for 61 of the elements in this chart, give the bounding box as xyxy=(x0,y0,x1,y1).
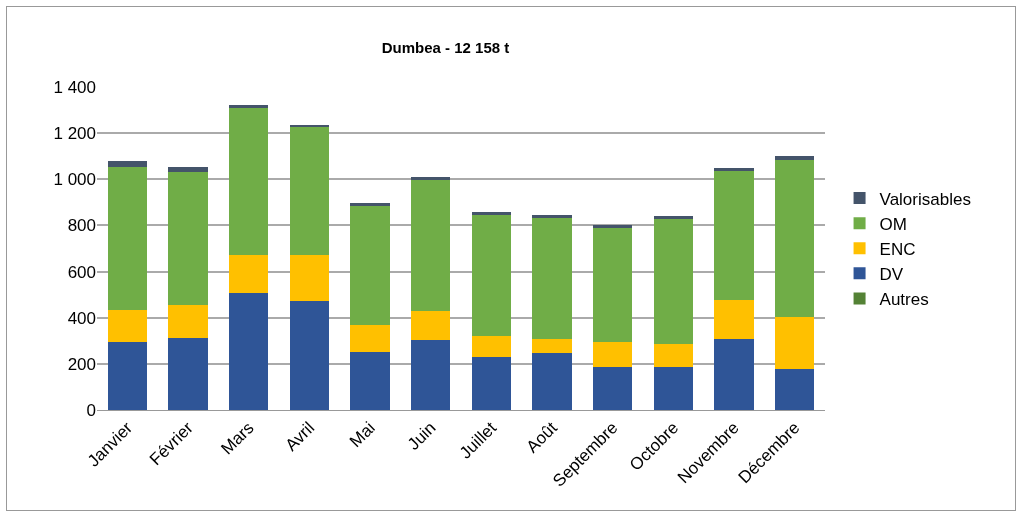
bar xyxy=(228,293,269,410)
bar xyxy=(714,299,754,340)
y-tick-label: 400 xyxy=(67,308,96,328)
legend-label: Autres xyxy=(879,290,929,310)
bar xyxy=(653,367,694,410)
legend-label: ENC xyxy=(879,239,916,259)
bar xyxy=(532,339,572,354)
bar xyxy=(532,353,572,410)
y-tick-label: 1 200 xyxy=(53,124,96,144)
y-tick-label: 1 400 xyxy=(53,77,96,97)
bar xyxy=(471,215,512,337)
bar xyxy=(774,156,815,160)
bar xyxy=(410,339,451,410)
bar xyxy=(107,341,148,410)
bar xyxy=(107,309,148,342)
bar xyxy=(228,105,269,109)
bar xyxy=(107,166,148,310)
bar xyxy=(289,126,330,256)
bar xyxy=(653,219,694,344)
bar xyxy=(653,343,694,368)
bar xyxy=(774,159,815,318)
bar xyxy=(410,176,451,180)
x-tick-label: Mai xyxy=(346,418,379,452)
bar xyxy=(289,301,330,410)
bar xyxy=(532,214,572,219)
y-tick-label: 800 xyxy=(67,216,96,236)
bar xyxy=(653,216,694,220)
y-tick-label: 0 xyxy=(86,400,96,420)
bar xyxy=(410,311,451,340)
x-tick-label: Juin xyxy=(404,418,440,454)
bar xyxy=(592,366,633,410)
bar xyxy=(592,227,633,342)
legend-label: OM xyxy=(879,214,907,234)
bar xyxy=(471,336,512,358)
legend-label: Valorisables xyxy=(879,189,971,209)
bar xyxy=(168,167,208,173)
bar xyxy=(410,179,451,312)
bar xyxy=(774,369,815,410)
chart-title: Dumbea - 12 158 t xyxy=(381,38,510,56)
y-tick-label: 200 xyxy=(67,354,96,374)
bar xyxy=(350,206,390,325)
bar xyxy=(532,218,572,340)
legend-label: DV xyxy=(879,264,904,284)
bar xyxy=(168,337,208,410)
bar xyxy=(714,171,754,300)
bar xyxy=(471,212,512,216)
bar xyxy=(592,341,633,367)
bar xyxy=(350,324,390,353)
bar xyxy=(289,255,330,302)
bar xyxy=(168,305,208,338)
bar xyxy=(228,255,269,294)
bar xyxy=(350,352,390,410)
bar xyxy=(592,225,633,228)
bar xyxy=(228,108,269,256)
bar xyxy=(714,339,754,410)
bar xyxy=(107,161,148,167)
y-tick-label: 600 xyxy=(67,262,96,282)
y-tick-label: 1 000 xyxy=(53,170,96,190)
bar xyxy=(168,172,208,306)
bar xyxy=(774,317,815,370)
bar xyxy=(471,357,512,410)
